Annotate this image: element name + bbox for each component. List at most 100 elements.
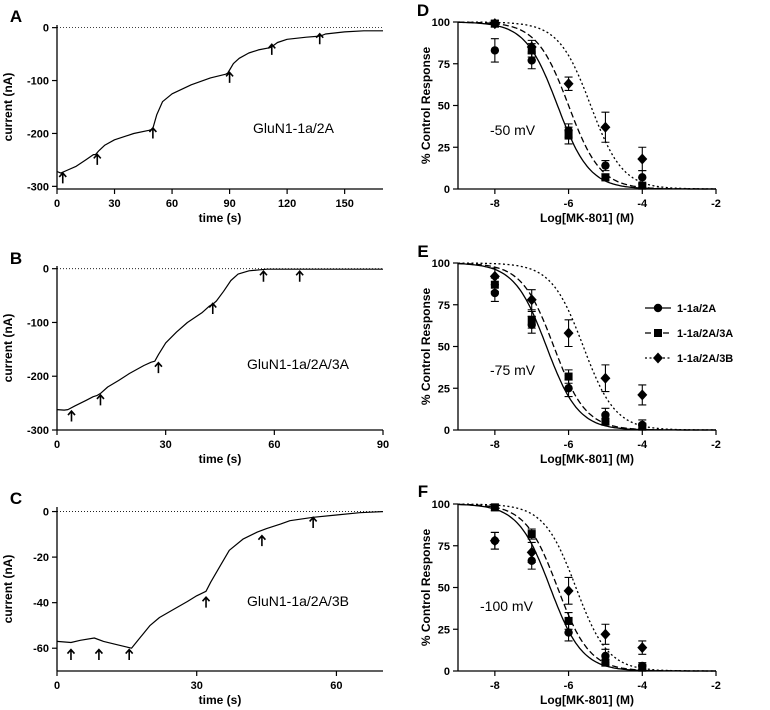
panel-annotation: -100 mV <box>480 598 534 614</box>
x-tick-label: -8 <box>490 680 500 692</box>
y-axis-title: % Control Response <box>419 529 433 647</box>
data-point-circle <box>601 651 610 661</box>
data-point-diamond <box>600 372 611 384</box>
data-point-square <box>638 663 647 672</box>
y-axis-title: current (nA) <box>1 555 15 624</box>
drug-application-arrow <box>225 71 234 83</box>
fit-curve-circle <box>457 21 716 190</box>
data-point-square <box>638 422 647 431</box>
data-point-diamond <box>526 41 537 53</box>
x-tick-label: 60 <box>166 198 178 210</box>
y-tick-label: -300 <box>27 425 49 437</box>
x-tick-label: 90 <box>377 439 389 451</box>
data-point-circle <box>490 46 500 55</box>
data-point-diamond <box>637 153 648 165</box>
data-point-square <box>527 530 536 539</box>
y-tick-label: -300 <box>27 181 49 193</box>
drug-application-arrow <box>267 43 276 55</box>
data-point-diamond <box>637 642 648 654</box>
data-point-square <box>527 315 536 324</box>
panel-annotation: -50 mV <box>490 122 536 138</box>
data-point-square <box>638 181 647 190</box>
data-point-circle <box>601 410 610 420</box>
y-tick-label: 100 <box>432 258 450 270</box>
data-point-circle <box>564 384 573 393</box>
panel-annotation: -75 mV <box>490 362 536 378</box>
panel-d: D 0 25 50 75 100 -8 -6 -4 -2 Log[MK-801] (M) % Cont… <box>417 1 721 225</box>
x-tick-label: 90 <box>223 198 235 210</box>
drug-application-arrow <box>201 595 211 608</box>
drug-application-arrow <box>67 409 76 422</box>
current-trace <box>56 30 383 174</box>
panel-annotation: GluN1-1a/2A/3B <box>247 593 349 609</box>
y-tick-label: 0 <box>444 184 450 196</box>
fit-curve-circle <box>457 503 716 672</box>
x-axis-title: time (s) <box>199 693 242 707</box>
x-axis-title: Log[MK-801] (M) <box>540 452 634 466</box>
data-point-diamond <box>637 389 648 401</box>
drug-application-arrow <box>94 648 104 661</box>
panel-c: C 0 -20 -40 -60 0 30 60 time (s) current (nA) GluN… <box>1 489 384 707</box>
y-tick-label: -20 <box>33 552 49 564</box>
current-trace <box>56 511 384 649</box>
x-tick-label: -6 <box>564 680 574 692</box>
x-tick-label: -4 <box>637 198 648 210</box>
x-tick-label: 30 <box>160 439 172 451</box>
x-tick-label: 0 <box>54 680 60 692</box>
legend-marker-diamond <box>653 352 663 364</box>
panel-letter: B <box>10 249 22 268</box>
data-point-diamond <box>563 78 574 90</box>
data-point-diamond <box>489 535 500 547</box>
y-tick-label: 100 <box>432 499 450 511</box>
x-tick-label: 0 <box>54 439 60 451</box>
panel-b: B 0 -100 -200 -300 0 30 60 90 time (s) current (nA… <box>1 249 389 466</box>
y-tick-label: -200 <box>27 371 49 383</box>
x-tick-label: 30 <box>108 198 120 210</box>
y-tick-label: 0 <box>43 507 49 519</box>
data-point-diamond <box>600 628 611 640</box>
panel-annotation: GluN1-1a/2A <box>253 120 335 136</box>
data-point-square <box>601 658 610 667</box>
y-tick-label: 0 <box>43 264 49 276</box>
data-point-circle <box>601 161 610 170</box>
drug-application-arrow <box>148 126 157 139</box>
data-point-diamond <box>489 270 500 282</box>
x-tick-label: 0 <box>54 198 60 210</box>
data-point-square <box>490 503 499 512</box>
x-tick-label: -4 <box>637 680 648 692</box>
panel-letter: D <box>417 1 429 20</box>
x-tick-label: -2 <box>711 198 721 210</box>
x-tick-label: 60 <box>268 439 280 451</box>
data-point-diamond <box>526 546 537 558</box>
drug-application-arrow <box>309 516 318 528</box>
drug-application-arrow <box>125 648 134 661</box>
drug-application-arrow <box>93 153 102 165</box>
y-tick-label: 50 <box>438 101 450 113</box>
y-tick-label: 0 <box>43 23 49 35</box>
drug-application-arrow <box>66 648 76 661</box>
panel-letter: E <box>417 242 428 261</box>
y-tick-label: 75 <box>438 300 450 312</box>
fit-curve-diamond <box>458 21 716 190</box>
y-tick-label: -40 <box>33 598 49 610</box>
data-point-square <box>564 372 573 381</box>
x-axis-title: Log[MK-801] (M) <box>540 693 634 707</box>
drug-application-arrow <box>315 32 324 45</box>
data-point-circle <box>638 173 647 182</box>
fit-curve-square <box>458 21 716 190</box>
fit-curve-square <box>457 503 716 672</box>
y-tick-label: 100 <box>432 17 450 29</box>
data-point-circle <box>527 56 536 65</box>
y-tick-label: 50 <box>438 583 450 595</box>
x-tick-label: 60 <box>330 680 342 692</box>
y-tick-label: -100 <box>27 317 49 329</box>
current-trace <box>56 268 383 411</box>
legend-marker-square <box>654 329 662 337</box>
x-tick-label: 120 <box>278 198 296 210</box>
data-point-square <box>564 616 573 625</box>
x-axis-title: time (s) <box>199 452 242 466</box>
fit-curve-circle <box>458 263 716 431</box>
legend-label: 1-1a/2A/3A <box>677 328 733 340</box>
y-axis-title: current (nA) <box>1 314 15 383</box>
y-tick-label: 50 <box>438 342 450 354</box>
